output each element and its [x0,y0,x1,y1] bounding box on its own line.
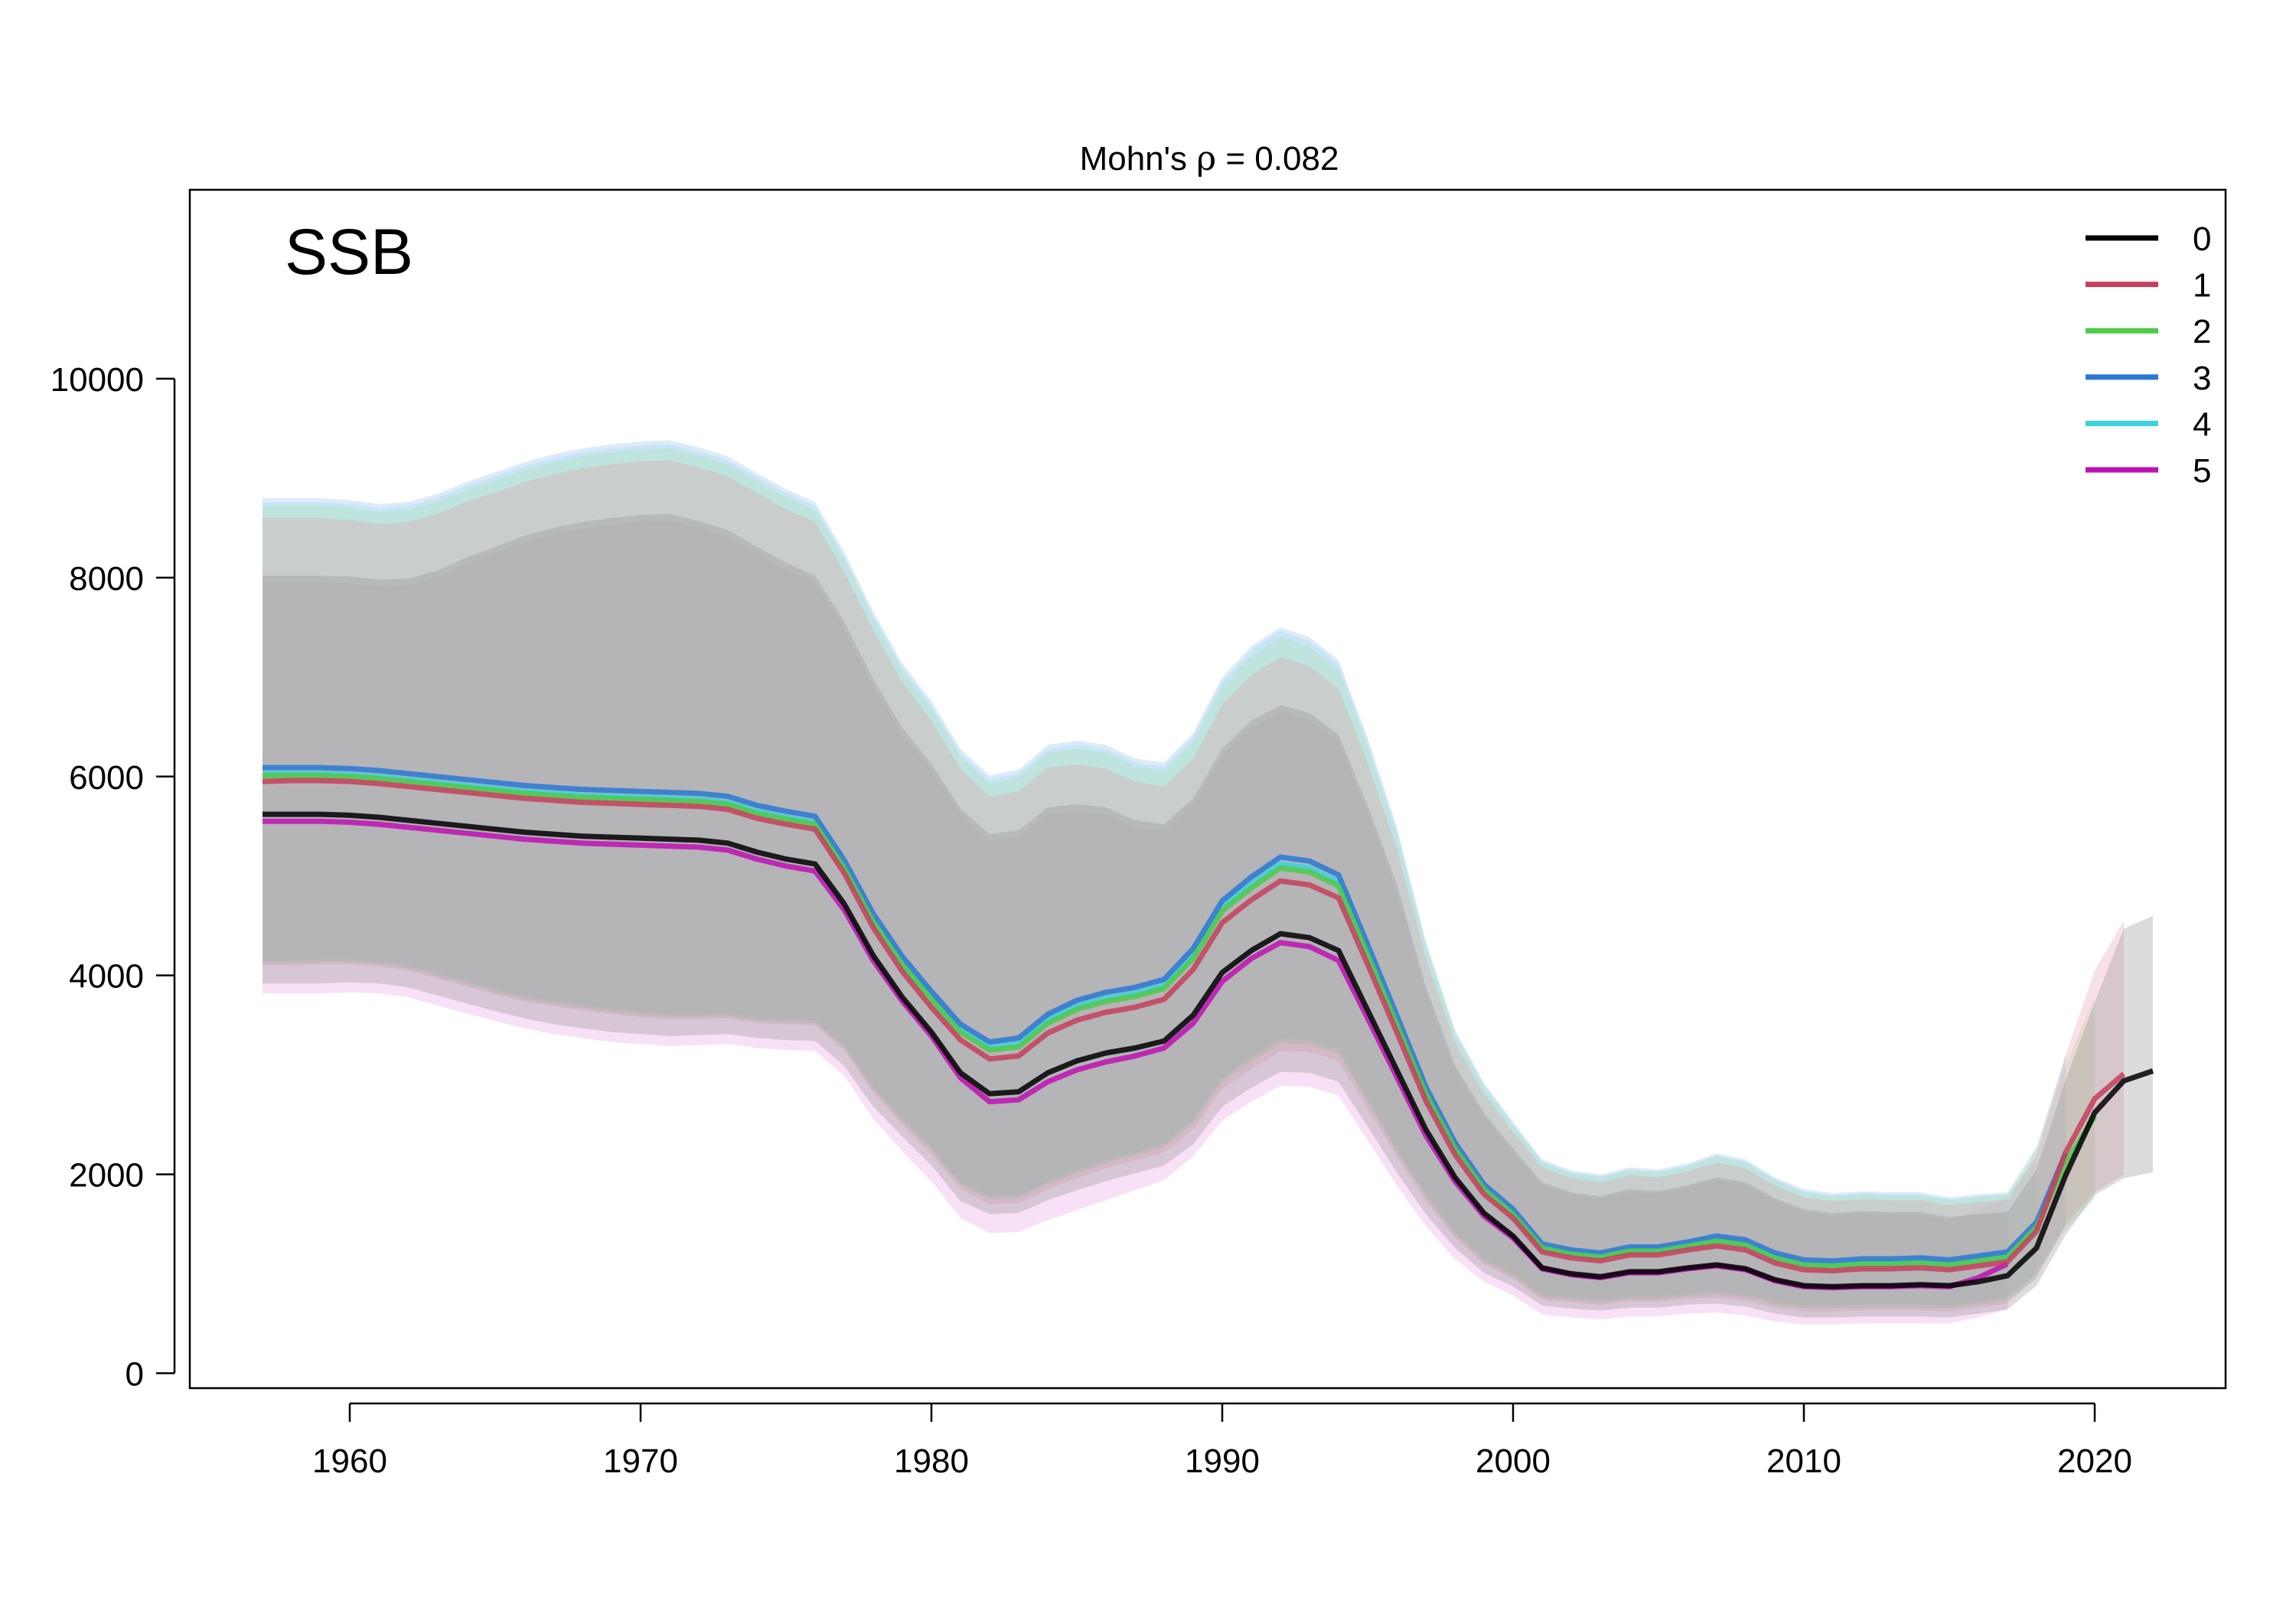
chart-title-prefix: Mohn's [1080,140,1197,178]
band-peel-5 [263,520,2007,1325]
band-peel-1 [263,460,2124,1312]
y-tick-label-4000: 4000 [69,958,144,996]
x-tick-label-2010: 2010 [1766,1442,1841,1480]
x-tick-label-1980: 1980 [894,1442,969,1480]
y-tick-label-8000: 8000 [69,560,144,598]
band-peel-4 [263,444,2037,1308]
chart-title: Mohn's ρ = 0.082 [1080,139,1339,178]
band-peel-0 [263,513,2153,1318]
legend-label-5: 5 [2193,452,2211,490]
line-peel-1 [262,777,2126,1274]
x-tick-label-2020: 2020 [2057,1442,2132,1480]
x-tick-label-1990: 1990 [1185,1442,1260,1480]
plot-frame [188,188,2227,1390]
line-peel-2 [263,773,2097,1269]
y-tick-label-0: 0 [126,1356,144,1393]
chart-title-suffix: = 0.082 [1216,140,1339,178]
x-tick-label-2000: 2000 [1476,1442,1551,1480]
line-peel-0 [263,811,2154,1289]
y-tick-label-6000: 6000 [69,759,144,797]
confidence-bands [263,440,2153,1325]
x-axis: 1960 1970 1980 1990 2000 2010 2020 [312,1402,2132,1480]
legend-label-4: 4 [2193,406,2211,443]
legend-label-1: 1 [2193,267,2211,305]
legend: 0 1 2 3 4 5 [2086,220,2211,490]
y-axis: 0 2000 4000 6000 8000 10000 [51,361,176,1393]
line-peel-3 [263,764,2069,1264]
x-tick-label-1970: 1970 [603,1442,678,1480]
legend-label-3: 3 [2193,360,2211,397]
y-tick-label-10000: 10000 [51,361,144,399]
x-tick-label-1960: 1960 [312,1442,387,1480]
series-lines [262,764,2154,1291]
y-tick-label-2000: 2000 [69,1157,144,1195]
band-peel-3 [263,440,2066,1306]
chart-title-symbol: ρ [1196,139,1216,178]
band-peel-2 [263,448,2095,1309]
legend-label-2: 2 [2193,313,2211,350]
legend-label-0: 0 [2193,220,2211,258]
panel-label: SSB [285,216,413,288]
